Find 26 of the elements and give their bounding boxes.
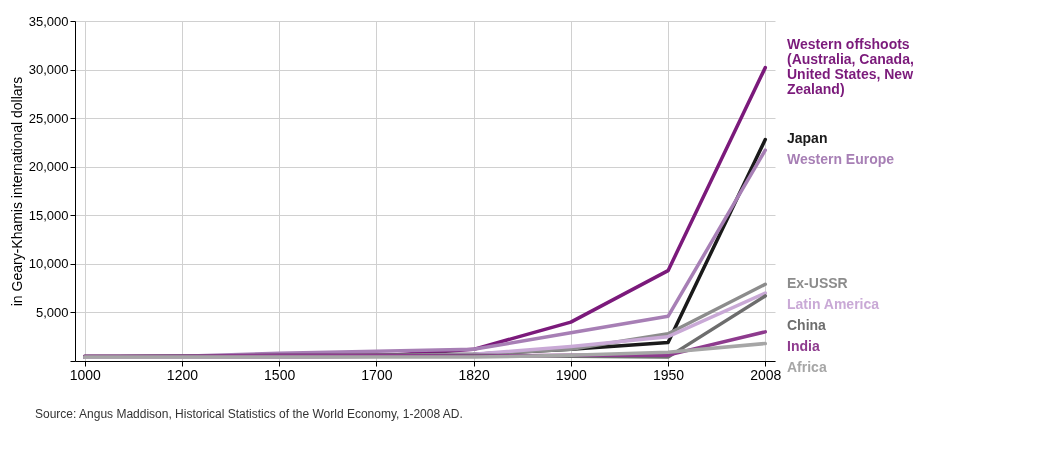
y-tick-label: 30,000 [28, 62, 69, 78]
y-tick-label: 10,000 [28, 256, 69, 272]
y-tick-label: 35,000 [28, 13, 69, 29]
line-series [82, 341, 768, 359]
x-tick-label: 1700 [361, 366, 393, 383]
series-label: Western offshoots (Australia, Canada, United States, New Zealand) [787, 35, 914, 97]
x-tick-label: 1820 [458, 366, 490, 383]
x-tick-label: 2008 [750, 366, 782, 383]
y-axis-title: in Geary-Khamis international dollars [8, 76, 25, 307]
x-tick-label: 1200 [166, 366, 199, 383]
x-tick-label: 1900 [555, 366, 588, 383]
series-label: India [787, 337, 820, 354]
series-label: Western Europe [787, 151, 895, 168]
series-label: Africa [787, 358, 827, 375]
x-tick-label: 1000 [69, 366, 101, 383]
series-label: Ex-USSR [787, 274, 848, 291]
y-tick-label: 15,000 [28, 207, 69, 223]
series-label: Japan [787, 130, 828, 147]
x-tick-label: 1500 [264, 366, 296, 383]
series-label: Latin America [787, 295, 880, 312]
y-tick-label: 20,000 [28, 159, 69, 175]
y-tick-label: 25,000 [28, 110, 69, 126]
text: China [787, 316, 827, 333]
x-tick-label: 1950 [652, 366, 685, 383]
y-tick-label: 5,000 [35, 304, 69, 320]
source-note: Source: Angus Maddison, Historical Statistics of the World Economy, 1-2008 AD. [35, 407, 463, 421]
